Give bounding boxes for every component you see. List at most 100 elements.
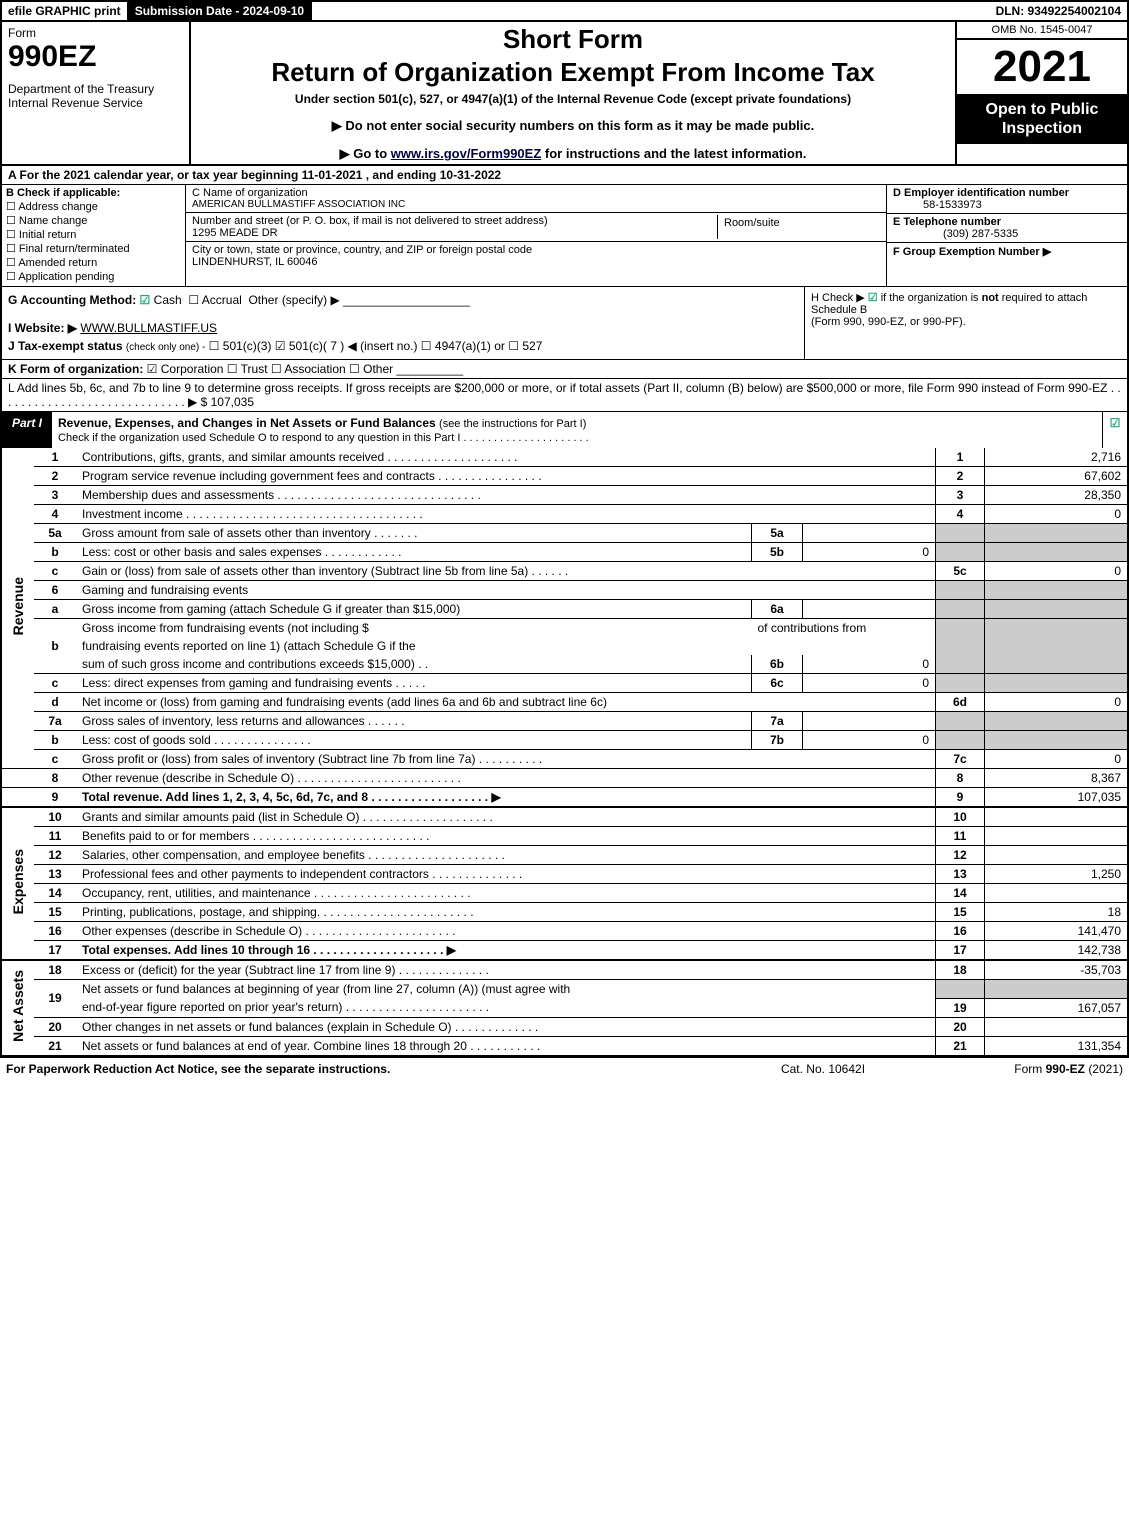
l2-num: 2 (34, 467, 76, 486)
f-block: F Group Exemption Number ▶ (887, 243, 1127, 260)
cb-final-return[interactable]: ☐ Final return/terminated (6, 242, 181, 255)
line-19-1: 19 Net assets or fund balances at beginn… (1, 980, 1128, 999)
l12-amt (985, 846, 1129, 865)
h-text2-pre: if the organization is (881, 292, 982, 304)
c-street-label: Number and street (or P. O. box, if mail… (192, 215, 717, 227)
l19-amt-grey (985, 980, 1129, 999)
l6c-amt-grey (985, 674, 1129, 693)
l9-ln: 9 (936, 788, 985, 808)
l21-desc: Net assets or fund balances at end of ye… (76, 1036, 936, 1056)
l6d-amt: 0 (985, 693, 1129, 712)
l14-desc: Occupancy, rent, utilities, and maintena… (76, 884, 936, 903)
cb-address-change-label: Address change (18, 201, 98, 213)
line-13: 13 Professional fees and other payments … (1, 865, 1128, 884)
rev-side-9 (1, 788, 34, 808)
part-i-bar: Part I Revenue, Expenses, and Changes in… (0, 412, 1129, 448)
l16-ln: 16 (936, 922, 985, 941)
l18-ln: 18 (936, 960, 985, 980)
g-label: G Accounting Method: (8, 293, 136, 307)
l6a-sl: 6a (752, 600, 803, 619)
note2-post: for instructions and the latest informat… (545, 146, 806, 161)
h-text2-strong: not (982, 292, 999, 304)
l11-ln: 11 (936, 827, 985, 846)
c-city-label: City or town, state or province, country… (192, 244, 880, 256)
l6a-num: a (34, 600, 76, 619)
l7a-amt-grey (985, 712, 1129, 731)
l19-d1: Net assets or fund balances at beginning… (76, 980, 936, 999)
g-accrual: Accrual (202, 293, 242, 307)
j-block: J Tax-exempt status (check only one) - ☐… (8, 339, 798, 353)
l16-desc: Other expenses (describe in Schedule O) … (76, 922, 936, 941)
line-14: 14 Occupancy, rent, utilities, and maint… (1, 884, 1128, 903)
l6-ln-grey (936, 581, 985, 600)
under-title: Under section 501(c), 527, or 4947(a)(1)… (197, 92, 949, 106)
line-4: 4 Investment income . . . . . . . . . . … (1, 505, 1128, 524)
l6-num: 6 (34, 581, 76, 600)
dept1: Department of the Treasury (8, 82, 154, 96)
l1-ln: 1 (936, 448, 985, 467)
l8-num: 8 (34, 769, 76, 788)
l21-num: 21 (34, 1036, 76, 1056)
l20-num: 20 (34, 1017, 76, 1036)
l5c-amt: 0 (985, 562, 1129, 581)
irs-link[interactable]: www.irs.gov/Form990EZ (391, 146, 542, 161)
c-org-name: AMERICAN BULLMASTIFF ASSOCIATION INC (192, 199, 880, 210)
line-7a: 7a Gross sales of inventory, less return… (1, 712, 1128, 731)
l5a-ln-grey (936, 524, 985, 543)
l2-desc: Program service revenue including govern… (76, 467, 936, 486)
i-block: I Website: ▶ WWW.BULLMASTIFF.US (8, 321, 798, 335)
cb-address-change[interactable]: ☐ Address change (6, 200, 181, 213)
l20-desc: Other changes in net assets or fund bala… (76, 1017, 936, 1036)
cb-name-change[interactable]: ☐ Name change (6, 214, 181, 227)
l-value: 107,035 (211, 395, 254, 409)
c-street: 1295 MEADE DR (192, 227, 717, 239)
check-icon: ☑ (1110, 416, 1121, 430)
dept2: Internal Revenue Service (8, 96, 143, 110)
d-value: 58-1533973 (923, 199, 982, 211)
note2-pre: ▶ Go to (340, 146, 391, 161)
d-block: D Employer identification number 58-1533… (887, 185, 1127, 214)
g-cash: Cash (154, 293, 182, 307)
line-12: 12 Salaries, other compensation, and emp… (1, 846, 1128, 865)
row-a: A For the 2021 calendar year, or tax yea… (0, 166, 1129, 185)
cb-initial-return[interactable]: ☐ Initial return (6, 228, 181, 241)
footer-left: For Paperwork Reduction Act Notice, see … (6, 1062, 723, 1076)
l5c-num: c (34, 562, 76, 581)
l20-amt (985, 1017, 1129, 1036)
l5b-sl: 5b (752, 543, 803, 562)
l6c-num: c (34, 674, 76, 693)
part-i-checkbox[interactable]: ☑ (1102, 412, 1127, 448)
net-side-label: Net Assets (10, 970, 26, 1042)
l6-amt-grey (985, 581, 1129, 600)
l6-desc: Gaming and fundraising events (76, 581, 936, 600)
l14-amt (985, 884, 1129, 903)
e-label: E Telephone number (893, 216, 1001, 228)
l5c-desc: Gain or (loss) from sale of assets other… (76, 562, 936, 581)
dln: DLN: 93492254002104 (990, 2, 1127, 20)
l17-num: 17 (34, 941, 76, 961)
cb-final-return-label: Final return/terminated (19, 243, 130, 255)
h-block: H Check ▶ ☑ if the organization is not r… (804, 287, 1127, 359)
cb-amended[interactable]: ☐ Amended return (6, 256, 181, 269)
h-text3: (Form 990, 990-EZ, or 990-PF). (811, 316, 966, 328)
l5a-amt-grey (985, 524, 1129, 543)
cash-check-icon: ☑ (140, 293, 151, 307)
l18-desc: Excess or (deficit) for the year (Subtra… (76, 960, 936, 980)
l21-ln: 21 (936, 1036, 985, 1056)
l7b-amt-grey (985, 731, 1129, 750)
l14-ln: 14 (936, 884, 985, 903)
cb-app-pending[interactable]: ☐ Application pending (6, 270, 181, 283)
header-row: Form 990EZ Department of the Treasury In… (0, 22, 1129, 166)
expenses-side: Expenses (1, 807, 34, 960)
part-i-checkline: Check if the organization used Schedule … (58, 432, 589, 444)
l7c-amt: 0 (985, 750, 1129, 769)
line-10: Expenses 10 Grants and similar amounts p… (1, 807, 1128, 827)
l6b-d3: fundraising events reported on line 1) (… (76, 637, 936, 655)
c-name-label: C Name of organization (192, 187, 880, 199)
line-6a: a Gross income from gaming (attach Sched… (1, 600, 1128, 619)
l12-desc: Salaries, other compensation, and employ… (76, 846, 936, 865)
d-label: D Employer identification number (893, 187, 1069, 199)
l7c-num: c (34, 750, 76, 769)
l6b-num: b (34, 619, 76, 674)
l6c-desc: Less: direct expenses from gaming and fu… (76, 674, 752, 693)
